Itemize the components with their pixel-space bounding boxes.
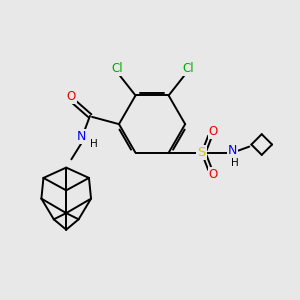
- Text: O: O: [208, 168, 218, 181]
- Text: O: O: [67, 90, 76, 103]
- Text: H: H: [231, 158, 239, 168]
- Text: S: S: [197, 146, 206, 159]
- Text: N: N: [228, 144, 237, 157]
- Text: Cl: Cl: [111, 62, 123, 75]
- Text: O: O: [208, 124, 218, 138]
- Text: Cl: Cl: [182, 62, 194, 75]
- Text: H: H: [90, 139, 98, 149]
- Text: N: N: [77, 130, 86, 143]
